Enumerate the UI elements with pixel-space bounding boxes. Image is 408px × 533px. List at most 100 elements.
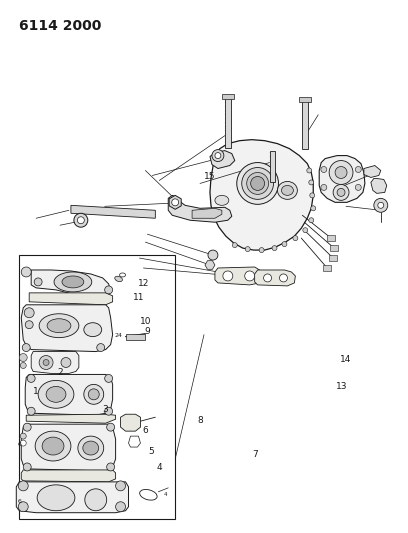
Circle shape	[106, 463, 115, 471]
Polygon shape	[364, 166, 381, 177]
Circle shape	[20, 433, 26, 439]
Circle shape	[374, 198, 388, 212]
Bar	[222, 94, 234, 99]
Polygon shape	[255, 270, 295, 286]
Ellipse shape	[38, 381, 74, 408]
Circle shape	[329, 160, 353, 184]
Circle shape	[78, 217, 84, 224]
Text: 7: 7	[253, 450, 258, 459]
Circle shape	[259, 248, 264, 253]
Circle shape	[34, 278, 42, 286]
Circle shape	[106, 423, 115, 431]
Ellipse shape	[217, 211, 227, 219]
Text: 4: 4	[157, 464, 162, 472]
Ellipse shape	[42, 437, 64, 455]
Circle shape	[24, 308, 34, 318]
Ellipse shape	[47, 319, 71, 333]
Polygon shape	[121, 414, 140, 431]
Polygon shape	[192, 208, 222, 218]
Circle shape	[208, 250, 218, 260]
Text: 8: 8	[197, 416, 203, 425]
Ellipse shape	[54, 272, 92, 292]
Ellipse shape	[282, 185, 293, 196]
Bar	[270, 151, 275, 182]
Circle shape	[212, 150, 224, 161]
Circle shape	[311, 206, 316, 211]
Circle shape	[27, 375, 35, 382]
Circle shape	[279, 274, 287, 282]
Circle shape	[303, 228, 308, 233]
Ellipse shape	[277, 181, 297, 199]
Circle shape	[105, 286, 113, 294]
Circle shape	[309, 180, 314, 185]
Ellipse shape	[251, 176, 264, 190]
Ellipse shape	[84, 322, 102, 337]
Ellipse shape	[85, 489, 106, 511]
Polygon shape	[168, 196, 232, 222]
Ellipse shape	[78, 436, 104, 460]
Circle shape	[18, 502, 28, 512]
Ellipse shape	[46, 386, 66, 402]
Polygon shape	[25, 375, 113, 415]
Circle shape	[245, 271, 255, 281]
Ellipse shape	[83, 441, 99, 455]
Bar	[330, 245, 338, 251]
Polygon shape	[319, 156, 365, 203]
Polygon shape	[169, 196, 181, 209]
Circle shape	[309, 218, 314, 223]
Bar	[327, 235, 335, 241]
Circle shape	[25, 321, 33, 329]
Circle shape	[23, 463, 31, 471]
Bar	[225, 96, 231, 148]
Text: 6114 2000: 6114 2000	[19, 19, 102, 33]
Bar	[302, 99, 308, 149]
Ellipse shape	[242, 167, 273, 199]
Circle shape	[282, 241, 287, 247]
Text: 4: 4	[163, 492, 167, 497]
Circle shape	[21, 267, 31, 277]
Circle shape	[337, 188, 345, 196]
Polygon shape	[210, 140, 313, 250]
Circle shape	[245, 247, 250, 252]
Ellipse shape	[215, 196, 229, 205]
Text: 14: 14	[340, 355, 352, 364]
Circle shape	[335, 166, 347, 179]
Text: 6: 6	[18, 441, 21, 447]
Ellipse shape	[140, 489, 157, 500]
Polygon shape	[215, 267, 263, 285]
Circle shape	[23, 423, 31, 431]
Text: 11: 11	[133, 293, 145, 302]
Polygon shape	[371, 179, 387, 193]
Circle shape	[321, 166, 327, 173]
Circle shape	[43, 360, 49, 366]
Circle shape	[321, 184, 327, 190]
Circle shape	[172, 199, 179, 206]
Circle shape	[97, 344, 105, 352]
Text: 10: 10	[140, 317, 151, 326]
Text: 9: 9	[144, 327, 150, 336]
Circle shape	[74, 213, 88, 227]
Ellipse shape	[120, 273, 126, 277]
Circle shape	[105, 375, 113, 382]
Ellipse shape	[88, 389, 99, 400]
Polygon shape	[210, 151, 235, 168]
Polygon shape	[31, 270, 111, 300]
Ellipse shape	[247, 173, 268, 195]
Circle shape	[20, 362, 26, 368]
Circle shape	[20, 440, 26, 446]
Polygon shape	[31, 352, 79, 374]
Bar	[323, 265, 331, 271]
Text: 5: 5	[149, 447, 154, 456]
Text: 13: 13	[336, 382, 348, 391]
Circle shape	[355, 184, 361, 190]
Text: 12: 12	[137, 279, 149, 288]
Ellipse shape	[39, 314, 79, 337]
Ellipse shape	[37, 485, 75, 511]
Ellipse shape	[237, 163, 279, 204]
Polygon shape	[21, 424, 115, 471]
Ellipse shape	[115, 276, 122, 281]
Text: 15: 15	[204, 172, 215, 181]
Bar	[329, 255, 337, 261]
Circle shape	[61, 358, 71, 367]
Circle shape	[39, 356, 53, 369]
